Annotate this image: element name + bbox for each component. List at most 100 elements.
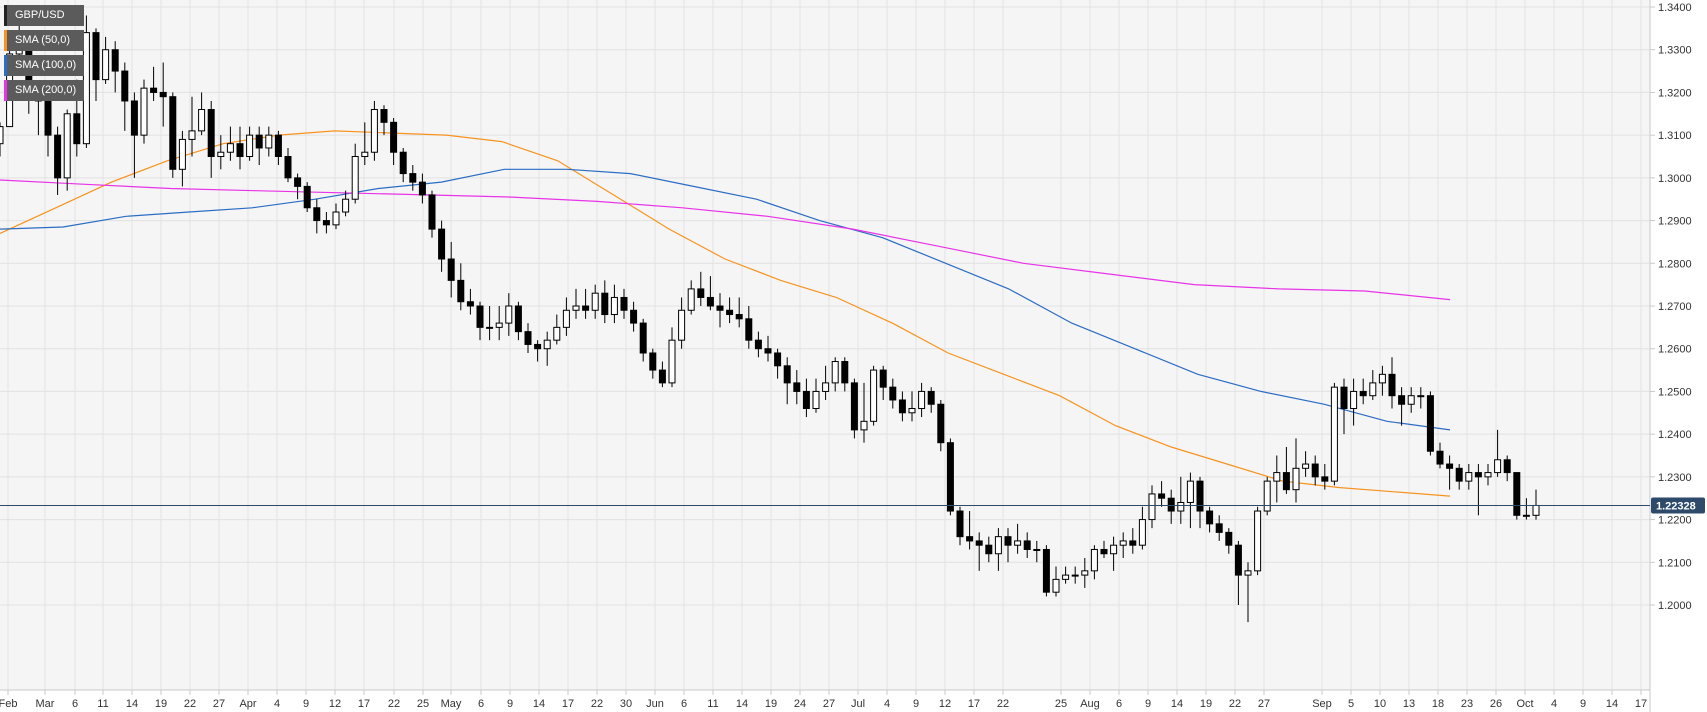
- legend-item-symbol[interactable]: GBP/USD: [4, 5, 84, 26]
- candle-body: [447, 258, 455, 281]
- candle-body: [418, 181, 426, 196]
- candle-body: [73, 113, 81, 145]
- candle-body: [850, 382, 858, 431]
- candle-body: [668, 339, 676, 384]
- axes: [0, 0, 1651, 712]
- candle-body: [937, 403, 945, 444]
- candle-body: [716, 305, 724, 311]
- x-tick-label: 14: [126, 698, 138, 710]
- candle-body: [207, 109, 215, 157]
- x-tick-label: 4: [1551, 698, 1557, 710]
- candle-body: [946, 442, 954, 512]
- x-tick-label: 6: [1116, 698, 1122, 710]
- candle-body: [783, 365, 791, 384]
- candle-body: [1090, 548, 1098, 572]
- x-tick-label: 17: [968, 698, 980, 710]
- candle-body: [1494, 459, 1502, 474]
- current-price-label: 1.22328: [1656, 501, 1696, 513]
- candle-body: [0, 126, 4, 145]
- candle-body: [793, 382, 801, 392]
- candle-body: [1455, 467, 1463, 482]
- candle-body: [812, 390, 820, 410]
- candle-body: [1426, 395, 1434, 452]
- sma-line-50: [0, 130, 1451, 497]
- x-tick-label: 9: [303, 698, 309, 710]
- candle-body: [428, 194, 436, 230]
- candle-body: [1522, 514, 1530, 517]
- candle-body: [82, 32, 90, 145]
- sma-lines: [0, 130, 1451, 497]
- y-tick-label: 1.2300: [1658, 472, 1692, 484]
- legend-label: SMA (50,0): [15, 34, 71, 46]
- candle-body: [1129, 540, 1137, 546]
- candle-body: [1052, 578, 1060, 593]
- x-tick-label: 11: [97, 698, 108, 710]
- x-tick-label: 9: [507, 698, 513, 710]
- candle-body: [1196, 480, 1204, 512]
- candle-body: [726, 309, 734, 316]
- legend-item-sma100[interactable]: SMA (100,0): [4, 55, 84, 76]
- candle-body: [1484, 472, 1492, 478]
- x-tick-label: 22: [591, 698, 603, 710]
- candle-body: [1071, 574, 1079, 577]
- candle-body: [514, 305, 522, 333]
- candle-body: [236, 143, 244, 157]
- candle-body: [476, 305, 484, 328]
- candle-body: [956, 510, 964, 538]
- candle-body: [198, 109, 206, 132]
- candle-body: [1254, 510, 1262, 572]
- x-tick-label: 30: [620, 698, 632, 710]
- candle-body: [54, 134, 62, 179]
- candle-body: [1407, 395, 1415, 405]
- x-tick-label: Oct: [1516, 698, 1533, 710]
- candle-body: [534, 343, 542, 350]
- candle-body: [658, 369, 666, 384]
- candle-body: [1244, 570, 1252, 576]
- candle-body: [630, 309, 638, 324]
- x-tick-label: Sep: [1312, 698, 1332, 710]
- candle-body: [822, 382, 830, 392]
- legend-item-sma50[interactable]: SMA (50,0): [4, 30, 84, 51]
- x-tick-label: 12: [329, 698, 341, 710]
- candle-body: [1513, 472, 1521, 516]
- candle-body: [505, 305, 513, 324]
- candle-body: [1378, 373, 1386, 384]
- x-tick-label: 27: [1258, 698, 1270, 710]
- candle-body: [303, 185, 311, 209]
- candle-body: [591, 292, 599, 311]
- y-tick-label: 1.2400: [1658, 429, 1692, 441]
- candle-body: [889, 386, 897, 401]
- candle-body: [130, 100, 138, 136]
- candle-body: [572, 305, 580, 311]
- legend-label: GBP/USD: [15, 9, 65, 21]
- candle-body: [706, 296, 714, 307]
- x-tick-label: 19: [155, 698, 167, 710]
- x-tick-label: 6: [72, 698, 78, 710]
- candlesticks: [0, 15, 1540, 623]
- candle-body: [1033, 548, 1041, 551]
- x-tick-label: 22: [997, 698, 1009, 710]
- legend-swatch: [4, 80, 7, 101]
- candle-body: [265, 134, 273, 149]
- legend-label: SMA (200,0): [15, 84, 77, 96]
- plot-background: [0, 0, 1650, 690]
- candle-body: [188, 130, 196, 140]
- candle-body: [754, 339, 762, 350]
- sma-line-100: [0, 168, 1451, 431]
- x-tick-label: Apr: [239, 698, 256, 710]
- candle-body: [1062, 574, 1070, 580]
- x-tick-label: 9: [1145, 698, 1151, 710]
- candle-body: [1359, 390, 1367, 397]
- candle-body: [774, 352, 782, 367]
- candle-body: [370, 109, 378, 153]
- candle-body: [1158, 493, 1166, 499]
- candle-body: [524, 331, 532, 345]
- y-tick-label: 1.2500: [1658, 386, 1692, 398]
- legend-item-sma200[interactable]: SMA (200,0): [4, 80, 84, 101]
- candle-body: [1532, 504, 1540, 516]
- candle-body: [226, 143, 234, 153]
- candle-body: [274, 134, 282, 157]
- x-tick-label: 24: [794, 698, 806, 710]
- candle-body: [246, 134, 254, 157]
